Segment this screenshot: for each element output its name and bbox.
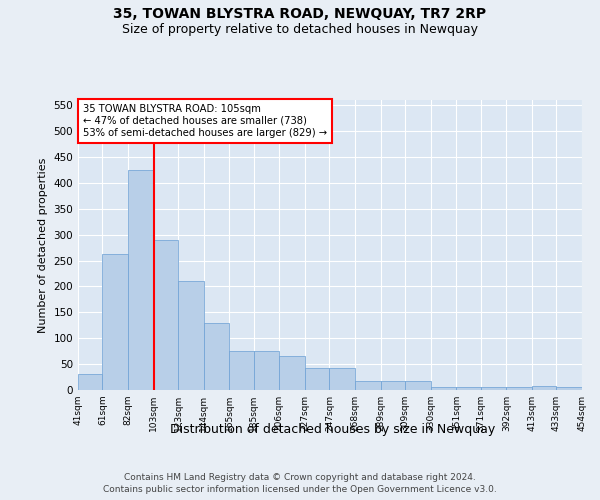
Bar bbox=[203, 322, 229, 390]
Bar bbox=[431, 388, 457, 390]
Bar bbox=[229, 351, 254, 390]
Bar bbox=[481, 388, 506, 390]
Bar bbox=[280, 356, 305, 390]
Bar bbox=[532, 386, 556, 390]
Text: 35 TOWAN BLYSTRA ROAD: 105sqm
← 47% of detached houses are smaller (738)
53% of : 35 TOWAN BLYSTRA ROAD: 105sqm ← 47% of d… bbox=[83, 104, 327, 138]
Bar bbox=[329, 368, 355, 390]
Bar bbox=[457, 388, 481, 390]
Bar bbox=[582, 388, 600, 390]
Bar bbox=[405, 380, 431, 390]
Bar bbox=[178, 281, 203, 390]
Bar bbox=[380, 380, 405, 390]
Text: Contains HM Land Registry data © Crown copyright and database right 2024.
Contai: Contains HM Land Registry data © Crown c… bbox=[103, 472, 497, 494]
Bar bbox=[305, 368, 329, 390]
Bar bbox=[254, 351, 280, 390]
Y-axis label: Number of detached properties: Number of detached properties bbox=[38, 158, 48, 332]
Text: Size of property relative to detached houses in Newquay: Size of property relative to detached ho… bbox=[122, 22, 478, 36]
Bar bbox=[506, 388, 532, 390]
Bar bbox=[556, 388, 582, 390]
Bar bbox=[103, 254, 128, 390]
Text: Distribution of detached houses by size in Newquay: Distribution of detached houses by size … bbox=[170, 422, 496, 436]
Bar bbox=[154, 240, 178, 390]
Bar bbox=[78, 374, 103, 390]
Text: 35, TOWAN BLYSTRA ROAD, NEWQUAY, TR7 2RP: 35, TOWAN BLYSTRA ROAD, NEWQUAY, TR7 2RP bbox=[113, 8, 487, 22]
Bar bbox=[128, 170, 154, 390]
Bar bbox=[355, 380, 380, 390]
